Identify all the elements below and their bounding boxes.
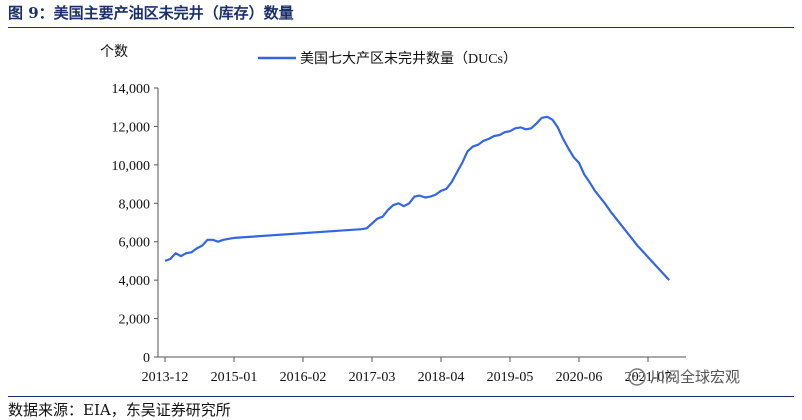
source-note: 数据来源：EIA，东吴证券研究所 [8,396,794,420]
y-axis-unit-label: 个数 [100,44,128,60]
y-tick-label: 0 [143,351,150,366]
y-ticks: 0 2,000 4,000 6,000 8,000 10,000 12,000 14,000 [112,82,158,366]
y-tick-label: 4,000 [119,274,151,289]
x-tick-label: 2020-06 [556,370,603,385]
legend-label: 美国七大产区未完井数量（DUCs） [300,51,517,67]
series-points [164,116,670,281]
x-tick-label: 2015-01 [211,370,258,385]
series-line-ducs [164,115,671,281]
figure-title: 图 9：美国主要产油区未完井（库存）数量 [8,2,794,28]
y-tick-label: 6,000 [119,236,151,251]
watermark: 川阅全球宏观 [628,366,740,387]
x-tick-label: 2017-03 [349,370,396,385]
x-tick-label: 2016-02 [280,370,327,385]
x-tick-label: 2013-12 [142,370,189,385]
chart-axes [157,88,686,358]
chart-legend: 美国七大产区未完井数量（DUCs） [258,51,517,67]
watermark-text: 川阅全球宏观 [650,368,741,386]
x-tick-label: 2019-05 [487,370,534,385]
x-tick-label: 2018-04 [418,370,465,385]
x-ticks: 2013-12 2015-01 2016-02 2017-03 2018-04 2019-… [142,357,672,385]
x-tick-label: 2021-07 [625,370,672,385]
y-tick-label: 10,000 [112,159,151,174]
y-tick-label: 12,000 [112,120,151,135]
y-tick-label: 8,000 [119,197,151,212]
y-tick-label: 14,000 [112,82,151,97]
wechat-icon [628,367,646,386]
y-tick-label: 2,000 [119,313,151,328]
